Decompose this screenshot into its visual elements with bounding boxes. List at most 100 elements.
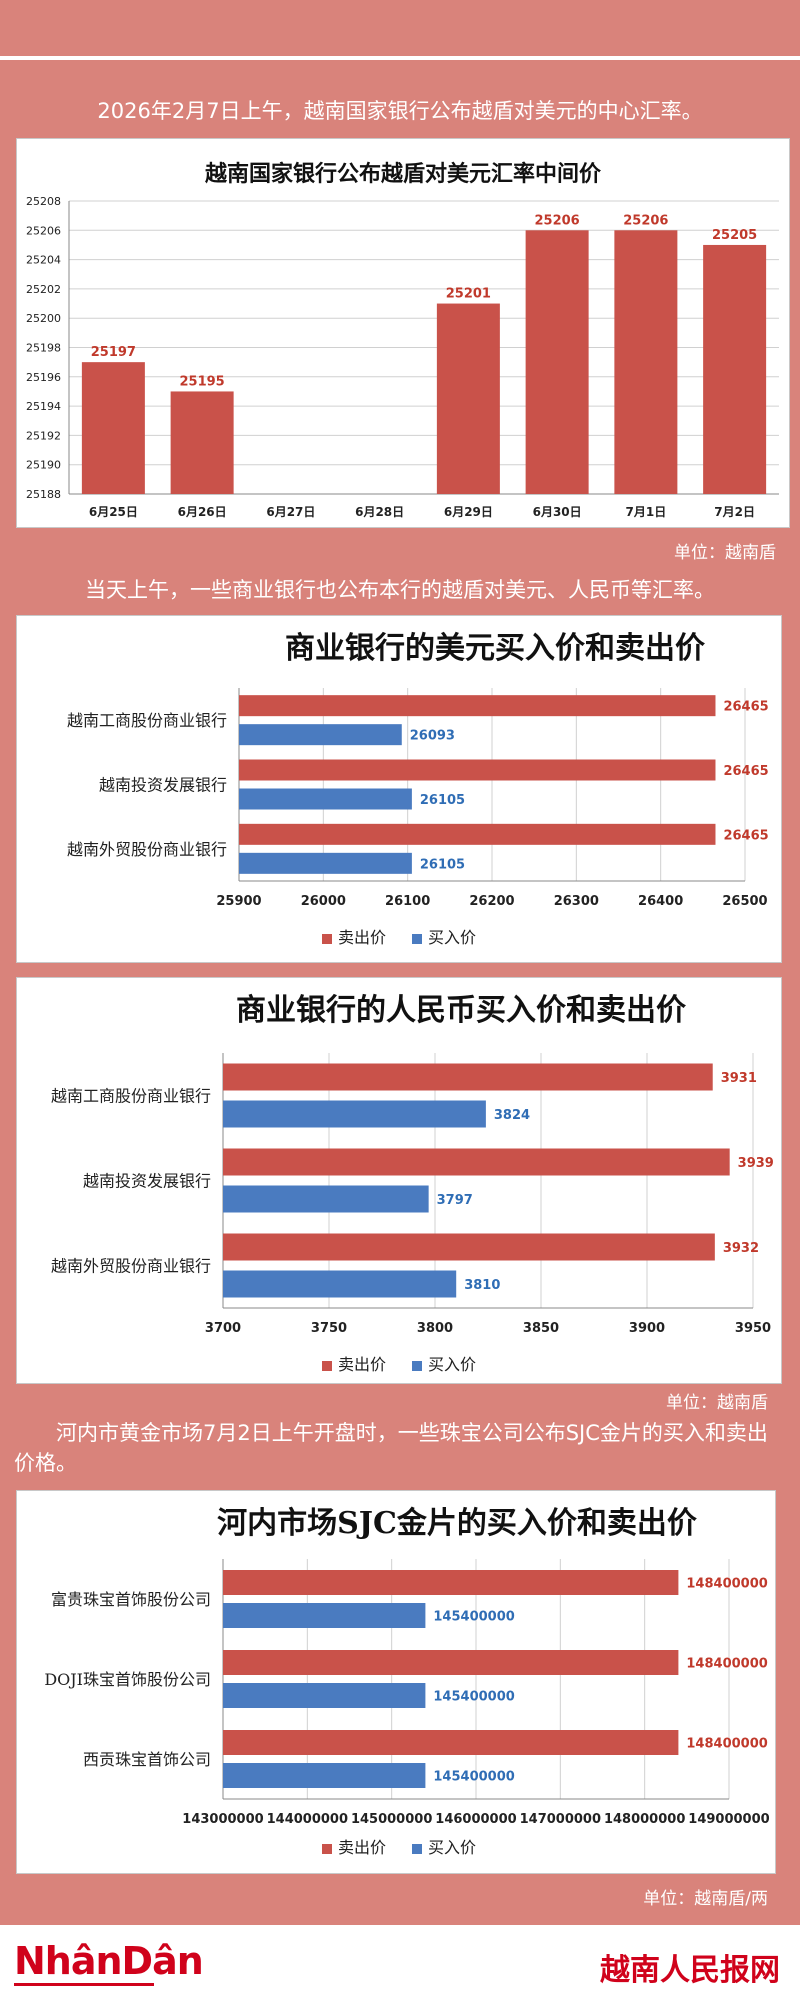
nhandan-logo[interactable]: NhânDân [14,1939,204,1983]
bar-sell [239,759,716,781]
legend-label: 卖出价 [338,928,386,947]
legend-swatch-1 [412,1844,422,1854]
data-label: 26093 [410,729,455,744]
bar-buy [223,1763,426,1788]
footer: NhânDân 越南人民报网 [0,1925,800,2000]
x-tick-label: 6月25日 [89,505,138,519]
category-label: 西贡珠宝首饰公司 [83,1750,211,1769]
bar-7月2日 [703,244,767,494]
data-label: 3932 [723,1241,759,1256]
x-tick-label: 147000000 [520,1812,601,1827]
bar-sell [223,1148,730,1176]
y-tick-label: 25194 [26,400,61,413]
x-tick-label: 3700 [205,1321,241,1336]
data-label: 26465 [723,700,768,715]
unit-label-3: 单位：越南盾/两 [643,1889,768,1909]
x-tick-label: 143000000 [182,1812,263,1827]
x-tick-label: 3750 [311,1321,347,1336]
y-tick-label: 25192 [26,429,61,442]
intro-text-1: 2026年2月7日上午，越南国家银行公布越盾对美元的中心汇率。 [97,99,703,123]
category-label: 越南外贸股份商业银行 [67,840,227,859]
x-tick-label: 3900 [629,1321,665,1336]
y-tick-label: 25200 [26,312,61,325]
category-label: 越南工商股份商业银行 [67,711,227,730]
x-tick-label: 6月27日 [266,505,315,519]
legend-label: 买入价 [428,1355,476,1374]
data-label: 25201 [446,287,491,302]
data-label: 3939 [738,1156,774,1171]
data-label: 25195 [180,374,225,389]
intro-text-2: 当天上午，一些商业银行也公布本行的越盾对美元、人民币等汇率。 [85,578,715,602]
data-label: 26465 [723,828,768,843]
y-tick-label: 25188 [26,488,61,501]
data-label: 3797 [437,1193,473,1208]
data-label: 25206 [623,213,668,228]
bar-buy [223,1100,486,1128]
x-tick-label: 146000000 [435,1812,516,1827]
bar-buy [239,788,412,810]
bar-buy [223,1185,429,1213]
y-tick-label: 25198 [26,342,61,355]
category-label: 越南投资发展银行 [99,776,227,795]
y-tick-label: 25196 [26,371,61,384]
bar-buy [223,1603,426,1628]
bar-sell [239,695,716,717]
unit-label-1: 单位：越南盾 [674,543,776,563]
x-tick-label: 144000000 [267,1812,348,1827]
x-tick-label: 7月1日 [626,505,667,519]
data-label: 3931 [721,1071,757,1086]
category-label: 越南外贸股份商业银行 [51,1257,211,1276]
bar-sell [223,1063,713,1091]
data-label: 148400000 [686,1577,767,1592]
top-banner [0,0,800,60]
chart-central-rate: 越南国家银行公布越盾对美元汇率中间价 25188 25190 25192 25194 25… [16,138,790,528]
bar-6月30日 [525,230,589,495]
logo-underline [14,1983,154,1986]
y-tick-label: 25190 [26,459,61,472]
bar-6月26日 [170,391,234,494]
x-tick-label: 26500 [722,894,767,909]
data-label: 25206 [535,213,580,228]
chart-title: 越南国家银行公布越盾对美元汇率中间价 [204,161,602,187]
data-label: 3810 [464,1278,500,1293]
y-tick-label: 25204 [26,254,61,267]
x-tick-label: 26200 [469,894,514,909]
x-tick-label: 145000000 [351,1812,432,1827]
chart-title: 商业银行的人民币买入价和卖出价 [236,993,686,1028]
x-tick-label: 6月28日 [355,505,404,519]
bar-6月29日 [436,303,500,494]
chart-usd-banks: 商业银行的美元买入价和卖出价 25900 26000 26100 26200 26300 2… [16,615,782,963]
y-tick-label: 25202 [26,283,61,296]
site-name[interactable]: 越南人民报网 [600,1953,780,1988]
x-tick-label: 26000 [301,894,346,909]
data-label: 25197 [91,345,136,360]
x-tick-label: 6月30日 [533,505,582,519]
legend-swatch-1 [412,934,422,944]
data-label: 148400000 [686,1737,767,1752]
legend-swatch-1 [412,1361,422,1371]
data-label: 3824 [494,1108,530,1123]
x-tick-label: 3800 [417,1321,453,1336]
data-label: 25205 [712,228,757,243]
x-tick-label: 26300 [554,894,599,909]
chart-sjc-gold: 河内市场SJC金片的买入价和卖出价 143000000 144000000 14500… [16,1490,776,1874]
bar-buy [223,1270,457,1298]
category-label: 越南投资发展银行 [83,1172,211,1191]
chart-title: 河内市场SJC金片的买入价和卖出价 [217,1506,697,1541]
data-label: 145400000 [433,1610,514,1625]
chart-title: 商业银行的美元买入价和卖出价 [285,631,705,666]
data-label: 26105 [420,793,465,808]
bar-sell [223,1233,715,1261]
x-tick-label: 25900 [216,894,261,909]
x-tick-label: 26100 [385,894,430,909]
bar-sell [223,1570,679,1595]
x-tick-label: 6月26日 [178,505,227,519]
x-tick-label: 26400 [638,894,683,909]
x-tick-label: 3950 [735,1321,771,1336]
x-tick-label: 3850 [523,1321,559,1336]
category-label: 越南工商股份商业银行 [51,1087,211,1106]
x-tick-label: 148000000 [604,1812,685,1827]
y-tick-label: 25208 [26,195,61,208]
bar-sell [223,1730,679,1755]
bar-buy [239,724,402,746]
